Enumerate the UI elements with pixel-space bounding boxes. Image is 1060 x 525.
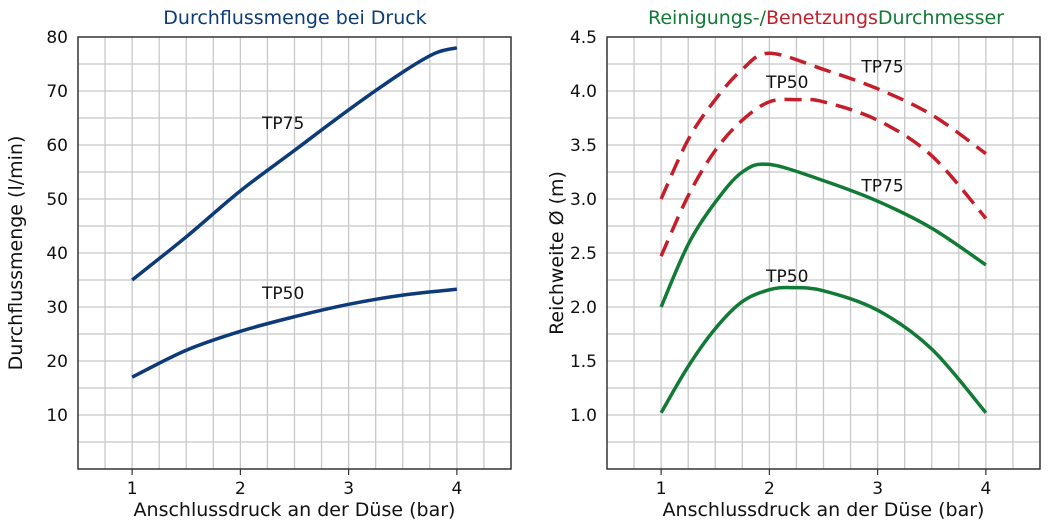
x-tick-label: 3	[872, 479, 883, 499]
x-tick-label: 4	[980, 479, 991, 499]
x-axis-label: Anschlussdruck an der Düse (bar)	[134, 499, 456, 521]
y-axis-label: Reichweite Ø (m)	[546, 171, 568, 335]
x-tick-label: 4	[451, 479, 462, 499]
y-tick-label: 40	[46, 244, 68, 264]
plot-frame	[606, 36, 1041, 470]
x-axis-label: Anschlussdruck an der Düse (bar)	[663, 499, 985, 521]
series-label: TP75	[860, 58, 903, 78]
y-tick-label: 2.5	[570, 244, 597, 264]
series-label: TP50	[261, 284, 304, 304]
chart-title-part: Benetzungs	[766, 7, 878, 29]
series-label: TP50	[765, 267, 808, 287]
y-tick-label: 1.0	[570, 406, 597, 426]
series-line-tp50	[131, 287, 458, 379]
chart-title: Reinigungs-/BenetzungsDurchmesser	[648, 7, 1004, 29]
y-tick-label: 2.0	[570, 298, 597, 318]
x-tick-label: 2	[235, 479, 246, 499]
grid	[78, 37, 511, 469]
series-label: TP75	[860, 176, 903, 196]
series-label: TP75	[261, 114, 304, 134]
series-line-tp50-dashed	[659, 97, 988, 257]
y-tick-label: 80	[46, 28, 68, 48]
x-tick-label: 2	[764, 479, 775, 499]
series-line-tp50	[659, 285, 988, 414]
y-tick-label: 3.0	[570, 190, 597, 210]
y-tick-label: 3.5	[570, 136, 597, 156]
left-chart-flow-rate: 1 2 3 4 10 20 30 40 50 60 70 80 TP75 TP50 Durchflussme…	[5, 7, 512, 521]
y-tick-label: 70	[46, 82, 68, 102]
chart-title-part: Durchmesser	[878, 7, 1004, 29]
chart-title: Durchflussmenge bei Druck	[163, 7, 426, 29]
y-axis-label: Durchflussmenge (l/min)	[5, 136, 27, 371]
y-tick-label: 50	[46, 190, 68, 210]
x-tick-label: 3	[343, 479, 354, 499]
chart-title-part: Reinigungs-/	[648, 7, 767, 29]
y-tick-label: 30	[46, 298, 68, 318]
y-tick-label: 10	[46, 406, 68, 426]
series-label: TP50	[765, 73, 808, 93]
series-line-tp75-dashed	[659, 51, 987, 200]
plot-frame	[77, 36, 512, 470]
y-tick-label: 4.0	[570, 82, 597, 102]
series-line-tp75	[131, 46, 458, 282]
chart-title-part: Durchflussmenge bei Druck	[163, 7, 426, 29]
series-line-tp75	[659, 162, 987, 308]
y-tick-label: 20	[46, 352, 68, 372]
y-tick-label: 1.5	[570, 352, 597, 372]
right-chart-spray-diameter: 1 2 3 4 1.0 1.5 2.0 2.5 3.0 3.5 4.0 4.5 TP75 TP50 TP75…	[546, 7, 1041, 521]
y-tick-label: 4.5	[570, 28, 597, 48]
y-tick-label: 60	[46, 136, 68, 156]
x-tick-label: 1	[656, 479, 667, 499]
x-tick-label: 1	[127, 479, 138, 499]
